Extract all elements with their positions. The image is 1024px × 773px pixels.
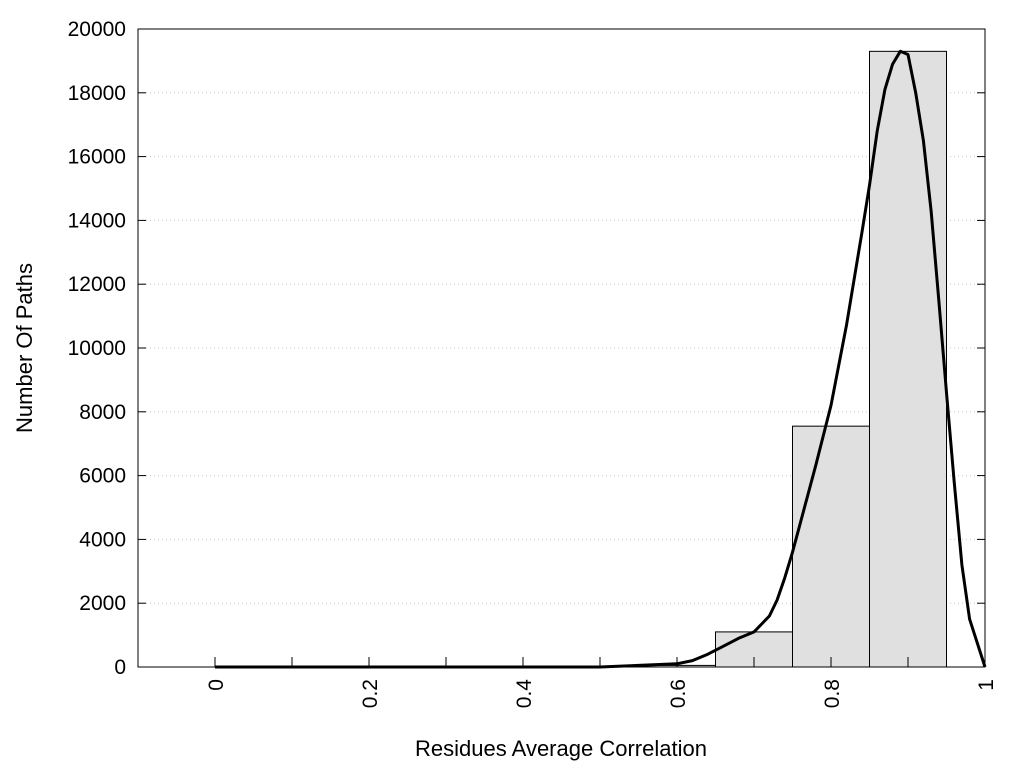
x-tick-label: 0.6 (667, 679, 690, 708)
fitted-curve (215, 49, 987, 669)
tick-labels: 0 2000 4000 6000 8000 10000 12000 14000 16000 180… (68, 18, 998, 708)
y-tick-label: 18000 (68, 82, 126, 105)
y-tick-label: 6000 (79, 465, 126, 488)
y-tick-label: 0 (114, 656, 126, 679)
x-tick-label: 1 (975, 679, 998, 691)
y-tick-label: 2000 (79, 592, 126, 615)
y-tick-label: 8000 (79, 401, 126, 424)
y-tick-label: 14000 (68, 209, 126, 232)
y-tick-label: 10000 (68, 337, 126, 360)
histogram-bar (869, 50, 947, 668)
fitted-curve-group (215, 49, 987, 669)
y-tick-label: 16000 (68, 146, 126, 169)
y-axis-label: Number Of Paths (12, 263, 37, 433)
x-tick-label: 0 (205, 679, 228, 691)
x-axis-label: Residues Average Correlation (415, 736, 707, 761)
y-tick-label: 20000 (68, 18, 126, 41)
y-tick-label: 4000 (79, 528, 126, 551)
x-tick-label: 0.2 (359, 679, 382, 708)
plot-frame (137, 28, 986, 668)
histogram-bar (792, 425, 870, 668)
x-tick-label: 0.8 (821, 679, 844, 708)
x-tick-label: 0.4 (513, 679, 536, 709)
y-tick-label: 12000 (68, 273, 126, 296)
histogram-bars (638, 50, 947, 668)
axis-ticks (138, 28, 986, 668)
